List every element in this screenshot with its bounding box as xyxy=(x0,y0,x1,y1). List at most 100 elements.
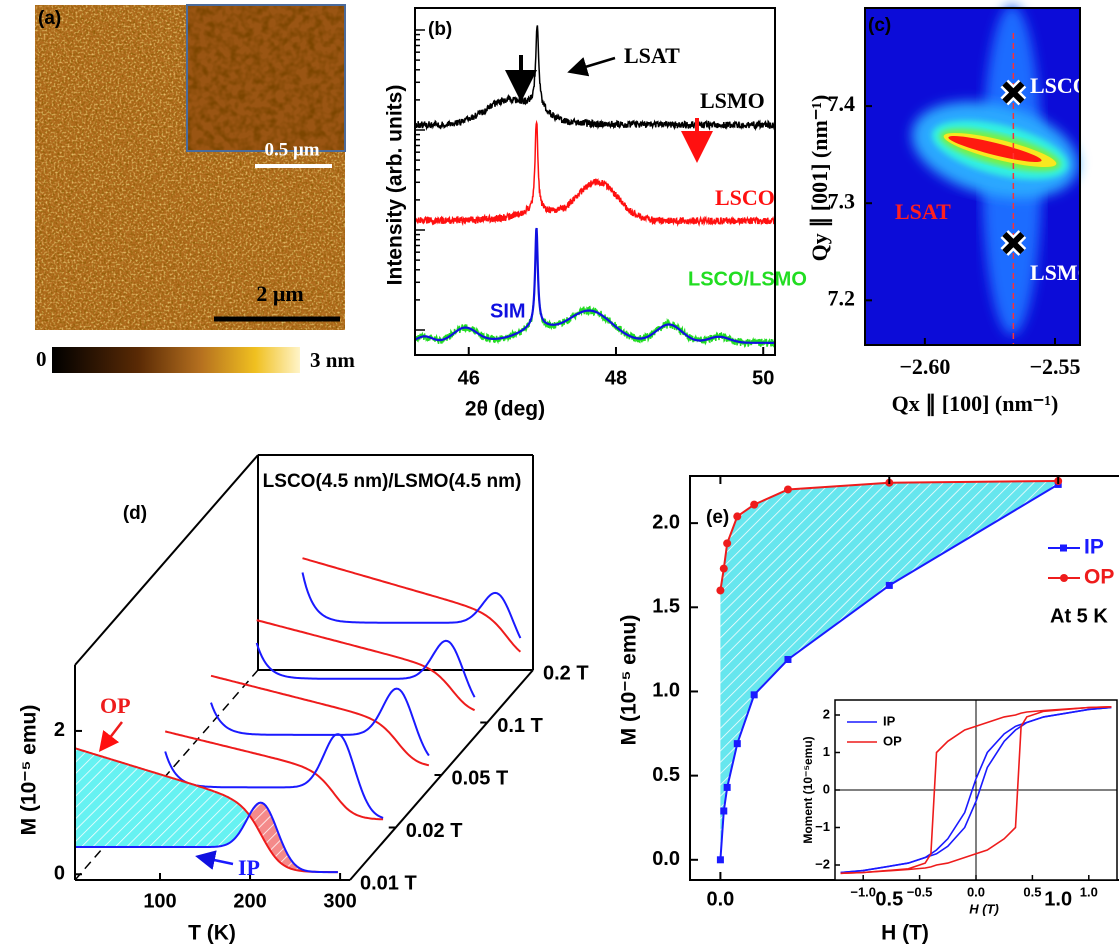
annotation: At 5 K xyxy=(1050,605,1108,627)
field-label: 0.02 T xyxy=(406,820,463,842)
data-marker xyxy=(784,656,791,663)
x-tick-label: 200 xyxy=(233,890,266,912)
y-axis-label: Intensity (arb. units) xyxy=(384,85,407,286)
x-tick-label: −2.60 xyxy=(899,354,950,379)
field-label: 0.05 T xyxy=(452,767,509,789)
panel-label: (c) xyxy=(868,15,891,36)
legend-label: OP xyxy=(883,733,902,748)
y-tick-label: 2 xyxy=(54,719,65,741)
series-label: SIM xyxy=(490,300,526,322)
field-label: 0.01 T xyxy=(360,872,417,894)
x-tick-label: 48 xyxy=(605,367,627,389)
data-marker xyxy=(720,565,728,573)
axis-box-line xyxy=(75,455,258,665)
scale-label: 2 μm xyxy=(256,281,303,306)
x-axis-label: T (K) xyxy=(188,922,236,945)
data-marker xyxy=(716,586,724,594)
y-tick-label: 0 xyxy=(823,781,830,796)
data-marker xyxy=(751,691,758,698)
y-tick-label: 2 xyxy=(823,706,830,721)
x-tick-label: 46 xyxy=(458,367,480,389)
colorbar-label: 3 nm xyxy=(310,348,355,372)
series-label: LSMO xyxy=(700,88,765,113)
y-tick-label: 0.0 xyxy=(652,848,680,870)
x-tick-label: 300 xyxy=(323,890,356,912)
ip-curve xyxy=(303,573,521,639)
panel-label: (b) xyxy=(428,19,452,40)
colorbar-label: 0 xyxy=(36,347,47,371)
legend-label: IP xyxy=(883,713,896,728)
x-tick-label: −2.55 xyxy=(1029,354,1080,379)
x-axis-label: 2θ (deg) xyxy=(465,398,545,421)
op-curve xyxy=(303,558,521,652)
series-label: LSCO xyxy=(715,185,775,210)
data-marker xyxy=(886,582,893,589)
x-axis-label: H (T) xyxy=(969,901,999,916)
ip-curve xyxy=(211,689,429,756)
x-tick-label: −1.0 xyxy=(850,884,876,899)
y-tick-label: −2 xyxy=(815,856,830,871)
y-tick-label: −1 xyxy=(815,819,830,834)
data-marker xyxy=(724,784,731,791)
legend-label: OP xyxy=(1084,566,1114,589)
data-marker xyxy=(750,501,758,509)
y-axis-label: Qy ∥ [001] (nm⁻¹) xyxy=(807,95,833,262)
series-label: LSCO/LSMO xyxy=(688,268,807,290)
y-axis-label: M (10⁻⁵ emu) xyxy=(18,705,41,836)
arrow xyxy=(102,722,122,748)
x-tick-label: 0.0 xyxy=(706,888,734,910)
panel-b: LSMO LSCO LSCO/LSMO SIM 46 48 50 2θ (deg) Intens… xyxy=(384,8,807,421)
curve-label: IP xyxy=(238,855,260,880)
data-marker xyxy=(733,512,741,520)
field-label: 0.1 T xyxy=(497,715,543,737)
legend-label: IP xyxy=(1084,536,1104,559)
afm-inset-texture xyxy=(188,6,344,150)
y-tick-label: 7.2 xyxy=(828,285,856,310)
annotation: LSAT xyxy=(624,43,680,68)
area-hatch xyxy=(75,748,250,847)
y-tick-label: 1 xyxy=(823,744,830,759)
panel-label: (a) xyxy=(38,8,61,29)
data-point xyxy=(1004,234,1022,252)
curve-label: OP xyxy=(100,693,131,718)
x-tick-label: 0.5 xyxy=(875,888,903,910)
x-tick-label: 0.5 xyxy=(1023,884,1041,899)
x-tick-label: 50 xyxy=(752,367,774,389)
panel-e: IPOPAt 5 K0.00.51.00.00.51.01.52.0H (T)M… xyxy=(618,476,1119,945)
figure: 0.5 μm 2 μm (a) 0 3 nm LSMO LSCO LSCO/LSMO… xyxy=(0,0,1119,948)
y-tick-label: 2.0 xyxy=(652,511,680,533)
chart-title: LSCO(4.5 nm)/LSMO(4.5 nm) xyxy=(263,471,522,492)
x-tick-label: 0.0 xyxy=(967,884,985,899)
y-axis-label: M (10⁻⁵ emu) xyxy=(618,615,641,746)
colorbar xyxy=(52,347,300,373)
x-tick-label: 100 xyxy=(143,890,176,912)
data-marker xyxy=(717,856,724,863)
data-marker xyxy=(720,807,727,814)
scale-label: 0.5 μm xyxy=(264,139,319,160)
arrow xyxy=(200,857,233,864)
x-axis-label: Qx ∥ [100] (nm⁻¹) xyxy=(892,391,1059,417)
x-tick-label: −0.5 xyxy=(907,884,933,899)
x-tick-label: 1.0 xyxy=(1080,884,1098,899)
y-axis-label: Moment (10⁻⁵emu) xyxy=(801,736,815,843)
panel-label: (e) xyxy=(706,507,729,528)
data-point xyxy=(1004,83,1022,101)
panel-label: (d) xyxy=(123,503,147,524)
x-axis-label: H (T) xyxy=(881,922,929,945)
legend-marker xyxy=(1060,545,1067,552)
point-label: LSMO xyxy=(1030,260,1095,285)
data-marker xyxy=(784,485,792,493)
field-label: 0.2 T xyxy=(543,662,589,684)
y-tick-label: 1.0 xyxy=(652,680,680,702)
annotation: LSAT xyxy=(895,199,951,224)
x-tick-label: 1.0 xyxy=(1044,888,1072,910)
y-tick-label: 1.5 xyxy=(652,596,680,618)
arrow xyxy=(572,58,615,71)
data-marker xyxy=(723,539,731,547)
panel-a: 0.5 μm 2 μm (a) 0 3 nm xyxy=(35,5,355,373)
data-marker xyxy=(734,740,741,747)
y-tick-label: 0.5 xyxy=(652,764,680,786)
